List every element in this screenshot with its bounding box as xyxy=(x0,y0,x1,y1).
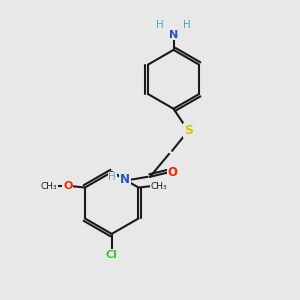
Text: N: N xyxy=(169,30,178,40)
Text: H: H xyxy=(183,20,191,30)
Text: H: H xyxy=(156,20,164,30)
Text: H: H xyxy=(108,172,116,182)
Text: N: N xyxy=(120,172,130,186)
Text: CH₃: CH₃ xyxy=(40,182,57,190)
Text: CH₃: CH₃ xyxy=(151,182,167,190)
Text: Cl: Cl xyxy=(106,250,118,260)
Text: O: O xyxy=(168,166,178,179)
Text: O: O xyxy=(63,181,73,191)
Text: S: S xyxy=(184,124,193,137)
